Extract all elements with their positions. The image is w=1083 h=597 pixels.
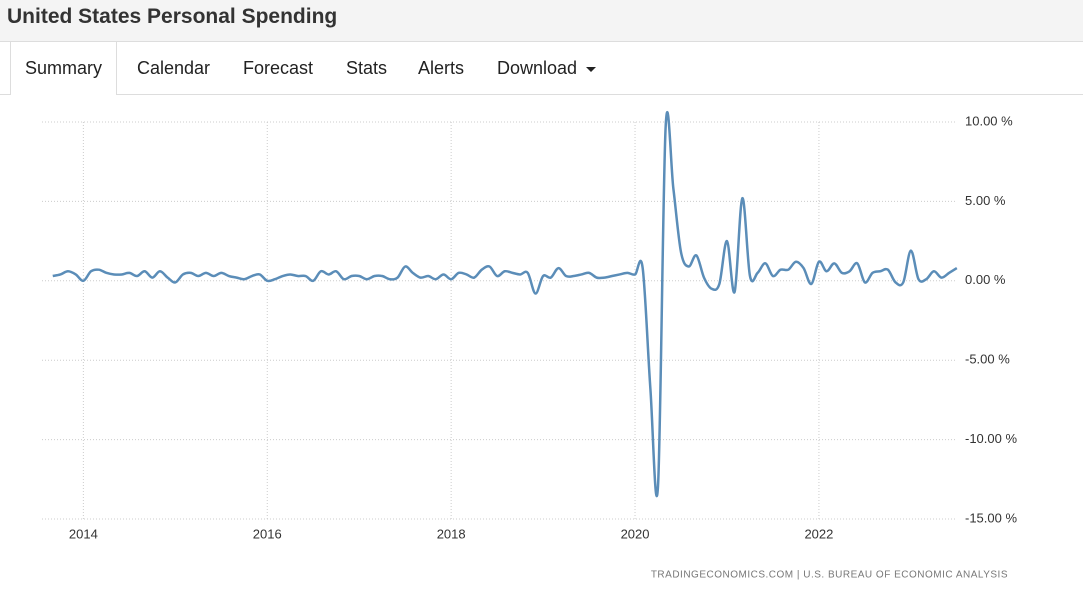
tab[interactable]: Summary: [10, 42, 118, 95]
x-tick-label: 2020: [621, 526, 650, 541]
y-tick-label: 0.00 %: [965, 272, 1006, 287]
x-tick-label: 2016: [253, 526, 282, 541]
dropdown-caret: [586, 66, 597, 72]
x-tick-label: 2022: [804, 526, 833, 541]
tab[interactable]: Forecast: [243, 58, 314, 78]
page-title: United States Personal Spending: [7, 5, 338, 28]
title-bar: United States Personal Spending: [0, 0, 1083, 42]
y-tick-label: 5.00 %: [965, 193, 1006, 208]
x-tick-label: 2014: [69, 526, 98, 541]
tab[interactable]: Download: [497, 42, 597, 94]
y-tick-label: -15.00 %: [965, 510, 1017, 525]
chart: TRADINGECONOMICS.COM | U.S. BUREAU OF EC…: [42, 111, 1017, 581]
series-line: [52, 111, 958, 498]
x-tick-label: 2018: [437, 526, 466, 541]
tab[interactable]: Stats: [346, 58, 388, 78]
tab-bar: Summary Calendar Forecast Stats Alerts D…: [0, 42, 1083, 95]
source: TRADINGECONOMICS.COM | U.S. BUREAU OF EC…: [651, 570, 1008, 581]
y-tick-label: -10.00 %: [965, 431, 1017, 446]
y-tick-label: -5.00 %: [965, 352, 1010, 367]
y-tick-label: 10.00 %: [965, 113, 1013, 128]
tab[interactable]: Alerts: [418, 58, 465, 78]
tab[interactable]: Calendar: [137, 58, 211, 78]
tab-label: Download: [497, 58, 578, 78]
